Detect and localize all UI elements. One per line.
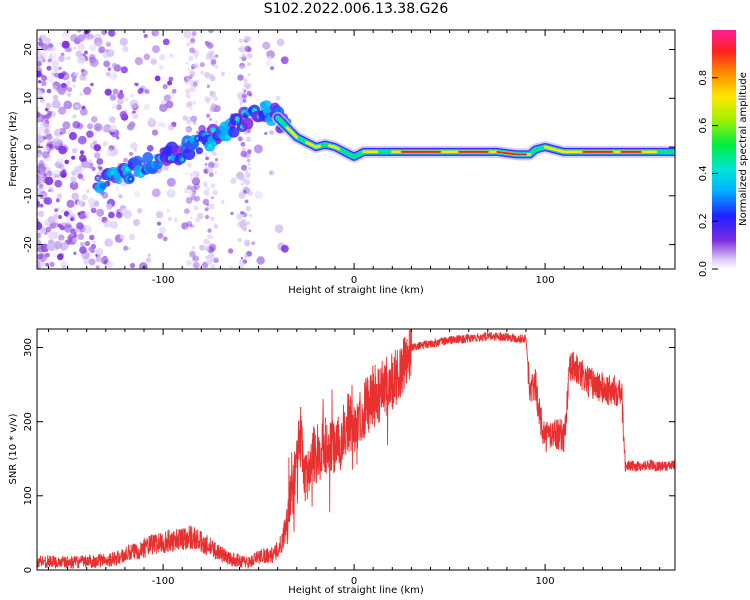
snr-ylabel: SNR (10 * v/v) bbox=[8, 413, 19, 484]
figure-title: S102.2022.006.13.38.G26 bbox=[264, 1, 449, 17]
y-tick-label: 200 bbox=[23, 412, 34, 431]
x-tick-label: 0 bbox=[351, 275, 357, 286]
snr-xlabel: Height of straight line (km) bbox=[288, 585, 424, 596]
x-tick-label: 100 bbox=[536, 576, 555, 587]
y-tick-label: 20 bbox=[23, 43, 34, 56]
colorbar: 0.0 0.2 0.4 0.6 0.8 Normalized spectral ampl… bbox=[698, 30, 749, 277]
colorbar-tick-label: 0.2 bbox=[698, 213, 709, 229]
spectrogram-xlabel: Height of straight line (km) bbox=[288, 285, 424, 296]
colorbar-ticks: 0.0 0.2 0.4 0.6 0.8 bbox=[698, 70, 718, 277]
colorbar-tick-label: 0.8 bbox=[698, 70, 709, 86]
y-tick-label: 0 bbox=[23, 144, 34, 150]
spectrogram-heatmap bbox=[37, 30, 675, 269]
colorbar-gradient bbox=[712, 30, 736, 269]
spectrogram-frame bbox=[36, 29, 676, 270]
y-tick-label: 300 bbox=[23, 338, 34, 357]
x-tick-label: -100 bbox=[152, 275, 175, 286]
colorbar-tick-label: 0.6 bbox=[698, 118, 709, 134]
x-tick-label: -100 bbox=[152, 576, 175, 587]
colorbar-label: Normalized spectral amplitude bbox=[738, 72, 749, 226]
snr-axes: -100 0 100 0 100 200 300 bbox=[23, 329, 675, 587]
y-tick-label: -10 bbox=[23, 188, 34, 204]
snr-frame bbox=[36, 328, 676, 571]
colorbar-tick-label: 0.0 bbox=[698, 261, 709, 277]
spectrogram-ylabel: Frequency (Hz) bbox=[8, 111, 19, 187]
snr-panel: -100 0 100 0 100 200 300 Height of straight li… bbox=[8, 328, 676, 596]
colorbar-tick-label: 0.4 bbox=[698, 165, 709, 181]
y-tick-label: 10 bbox=[23, 92, 34, 105]
x-tick-label: 100 bbox=[536, 275, 555, 286]
y-tick-label: 100 bbox=[23, 486, 34, 505]
snr-series-line bbox=[37, 329, 675, 569]
y-tick-label: 0 bbox=[23, 567, 34, 573]
x-tick-label: 0 bbox=[351, 576, 357, 587]
y-tick-label: -20 bbox=[23, 236, 34, 252]
